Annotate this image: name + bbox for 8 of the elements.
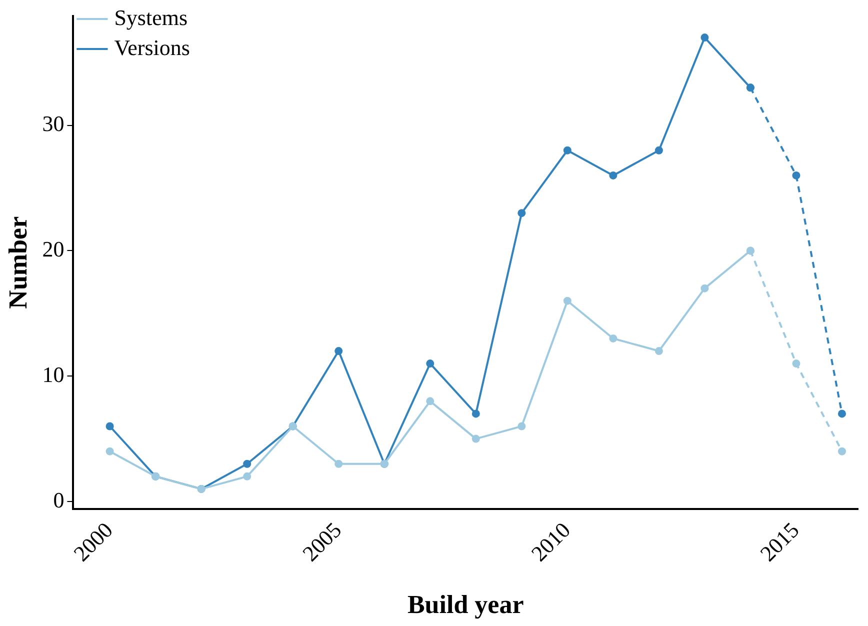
y-axis-title: Number — [3, 216, 32, 309]
y-tick-label: 10 — [42, 362, 64, 387]
y-tick-label: 30 — [42, 111, 64, 136]
x-axis-title: Build year — [407, 590, 524, 620]
y-tick-label: 20 — [42, 236, 64, 262]
legend-label: Versions — [114, 34, 190, 60]
legend-label: Systems — [114, 4, 188, 30]
y-tick-label: 0 — [53, 487, 64, 512]
